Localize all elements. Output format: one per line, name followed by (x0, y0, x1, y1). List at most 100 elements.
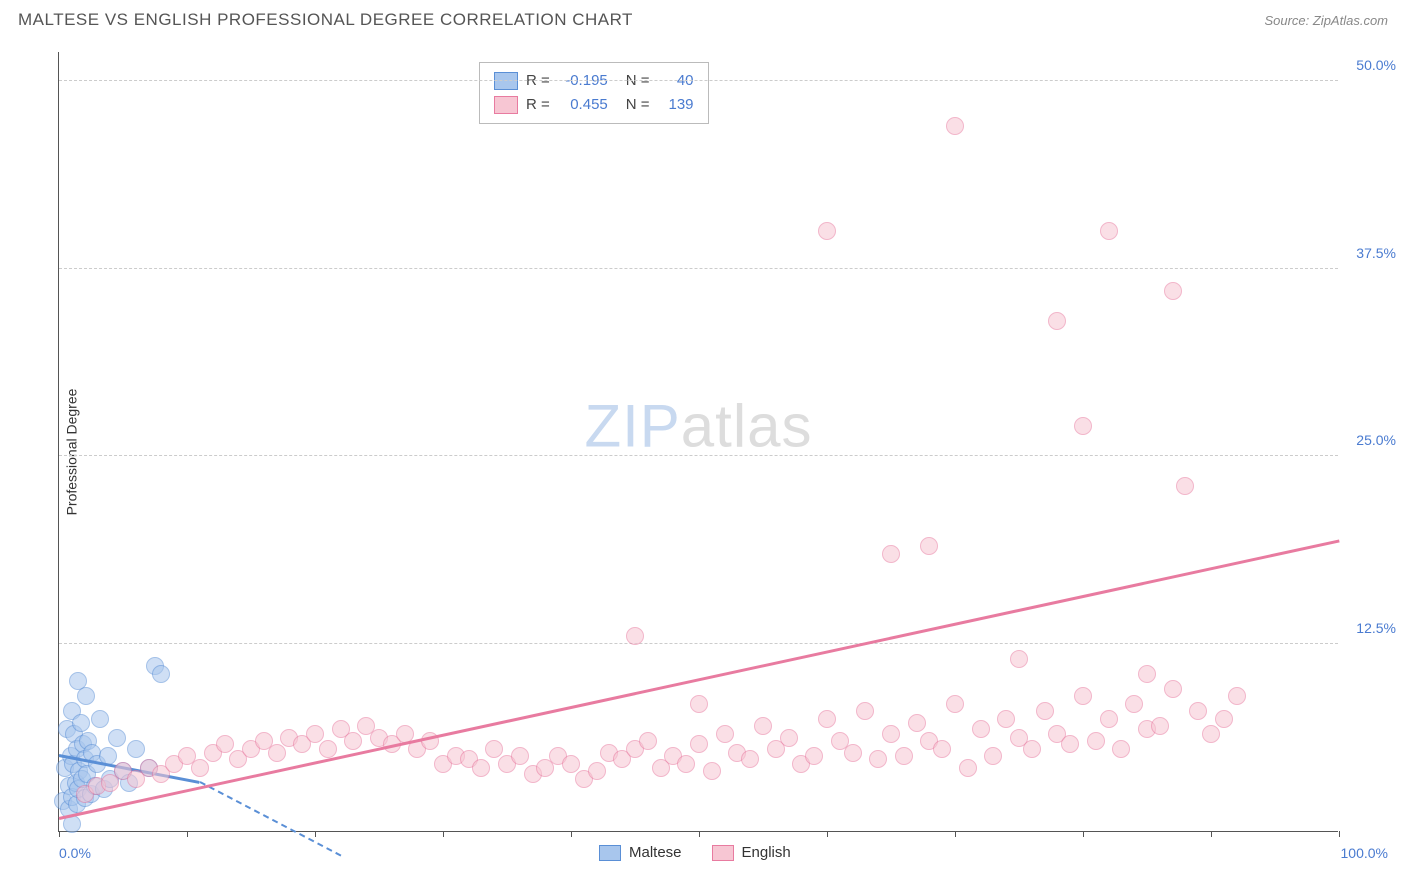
data-point (1061, 735, 1079, 753)
data-point (1151, 717, 1169, 735)
data-point (562, 755, 580, 773)
chart-container: Professional Degree ZIPatlas R =-0.195N … (18, 42, 1388, 862)
data-point (204, 744, 222, 762)
bottom-legend-label: Maltese (629, 844, 682, 861)
data-point (1036, 702, 1054, 720)
series-legend: Maltese English (599, 844, 791, 861)
data-point (1074, 687, 1092, 705)
data-point (140, 759, 158, 777)
source-label: Source: ZipAtlas.com (1264, 13, 1388, 28)
data-point (690, 735, 708, 753)
legend-r-label: R = (526, 69, 550, 93)
data-point (1048, 725, 1066, 743)
data-point (677, 755, 695, 773)
data-point (383, 735, 401, 753)
data-point (63, 702, 81, 720)
data-point (626, 627, 644, 645)
x-axis-min-label: 0.0% (59, 845, 91, 861)
data-point (1176, 477, 1194, 495)
data-point (933, 740, 951, 758)
data-point (268, 744, 286, 762)
x-tick (187, 831, 188, 837)
data-point (1138, 720, 1156, 738)
data-point (1010, 729, 1028, 747)
data-point (152, 765, 170, 783)
data-point (639, 732, 657, 750)
trend-line (59, 754, 200, 783)
y-tick-label: 12.5% (1356, 620, 1396, 636)
data-point (690, 695, 708, 713)
data-point (76, 789, 94, 807)
data-point (280, 729, 298, 747)
data-point (460, 750, 478, 768)
data-point (370, 729, 388, 747)
data-point (741, 750, 759, 768)
data-point (856, 702, 874, 720)
data-point (101, 770, 119, 788)
data-point (895, 747, 913, 765)
data-point (728, 744, 746, 762)
watermark: ZIPatlas (584, 391, 812, 460)
data-point (1074, 417, 1092, 435)
data-point (69, 780, 87, 798)
stats-legend: R =-0.195N =40R =0.455N =139 (479, 62, 709, 124)
data-point (56, 759, 74, 777)
data-point (600, 744, 618, 762)
data-point (178, 747, 196, 765)
y-tick-label: 37.5% (1356, 245, 1396, 261)
bottom-legend-item: Maltese (599, 844, 682, 861)
data-point (69, 672, 87, 690)
x-tick (955, 831, 956, 837)
plot-area: ZIPatlas R =-0.195N =40R =0.455N =139 Ma… (58, 52, 1338, 832)
data-point (82, 785, 100, 803)
data-point (818, 222, 836, 240)
data-point (1164, 282, 1182, 300)
data-point (242, 740, 260, 758)
x-tick (315, 831, 316, 837)
data-point (575, 770, 593, 788)
data-point (88, 777, 106, 795)
legend-swatch (494, 96, 518, 114)
gridline (59, 643, 1338, 644)
data-point (54, 792, 72, 810)
data-point (396, 725, 414, 743)
data-point (1189, 702, 1207, 720)
data-point (78, 765, 96, 783)
x-tick (1211, 831, 1212, 837)
legend-swatch (599, 845, 621, 861)
data-point (255, 732, 273, 750)
data-point (165, 755, 183, 773)
data-point (58, 720, 76, 738)
data-point (63, 815, 81, 833)
watermark-atlas: atlas (681, 392, 813, 459)
data-point (652, 759, 670, 777)
data-point (498, 755, 516, 773)
data-point (1215, 710, 1233, 728)
legend-r-value: 0.455 (558, 93, 608, 117)
data-point (229, 750, 247, 768)
data-point (1100, 710, 1118, 728)
data-point (108, 729, 126, 747)
bottom-legend-label: English (742, 844, 791, 861)
data-point (293, 735, 311, 753)
data-point (146, 657, 164, 675)
data-point (908, 714, 926, 732)
data-point (882, 545, 900, 563)
data-point (120, 774, 138, 792)
y-tick-label: 25.0% (1356, 432, 1396, 448)
data-point (68, 795, 86, 813)
data-point (1164, 680, 1182, 698)
data-point (306, 725, 324, 743)
data-point (485, 740, 503, 758)
data-point (588, 762, 606, 780)
data-point (114, 762, 132, 780)
data-point (1010, 650, 1028, 668)
legend-swatch (712, 845, 734, 861)
data-point (67, 774, 85, 792)
data-point (1228, 687, 1246, 705)
data-point (1202, 725, 1220, 743)
data-point (1048, 312, 1066, 330)
data-point (805, 747, 823, 765)
x-tick (699, 831, 700, 837)
data-point (88, 755, 106, 773)
